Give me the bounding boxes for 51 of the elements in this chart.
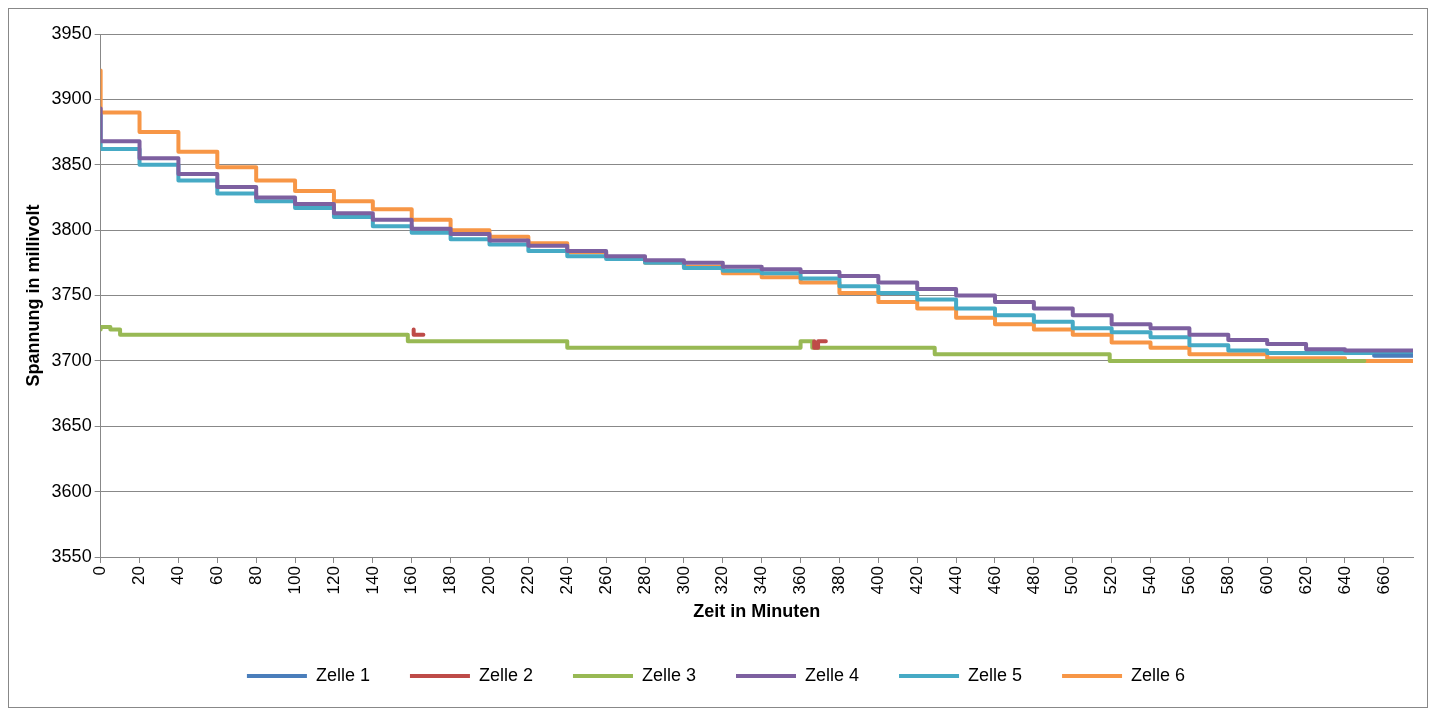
x-tick-label: 120 xyxy=(323,566,343,595)
x-tick-label: 460 xyxy=(984,566,1004,595)
x-tick-label: 280 xyxy=(634,566,654,595)
y-tick-label: 3900 xyxy=(51,88,92,109)
legend-label: Zelle 2 xyxy=(478,664,533,685)
x-tick-label: 640 xyxy=(1334,566,1354,595)
y-tick-label: 3850 xyxy=(51,153,92,174)
x-tick-label: 0 xyxy=(90,566,110,576)
x-tick-label: 80 xyxy=(245,566,265,585)
x-tick-label: 540 xyxy=(1140,566,1160,595)
y-tick-label: 3800 xyxy=(51,219,92,240)
x-tick-label: 200 xyxy=(479,566,499,595)
x-tick-label: 520 xyxy=(1101,566,1121,595)
x-tick-label: 400 xyxy=(868,566,888,595)
x-tick-label: 440 xyxy=(945,566,965,595)
legend-label: Zelle 5 xyxy=(968,664,1023,685)
x-tick-label: 300 xyxy=(673,566,693,595)
legend-label: Zelle 6 xyxy=(1131,664,1186,685)
x-axis-title: Zeit in Minuten xyxy=(693,601,821,622)
x-tick-label: 180 xyxy=(440,566,460,595)
x-tick-label: 340 xyxy=(751,566,771,595)
x-tick-label: 660 xyxy=(1373,566,1393,595)
x-tick-label: 20 xyxy=(129,566,149,585)
legend-label: Zelle 1 xyxy=(315,664,370,685)
y-tick-label: 3550 xyxy=(51,546,92,567)
x-tick-label: 380 xyxy=(829,566,849,595)
x-tick-label: 140 xyxy=(362,566,382,595)
y-tick-label: 3750 xyxy=(51,284,92,305)
y-tick-label: 3650 xyxy=(51,415,92,436)
x-tick-label: 40 xyxy=(168,566,188,585)
x-tick-label: 220 xyxy=(518,566,538,595)
x-tick-label: 240 xyxy=(556,566,576,595)
y-tick-label: 3600 xyxy=(51,480,92,501)
y-tick-label: 3700 xyxy=(51,349,92,370)
x-tick-label: 600 xyxy=(1256,566,1276,595)
x-tick-label: 480 xyxy=(1023,566,1043,595)
x-tick-label: 60 xyxy=(206,566,226,585)
x-tick-label: 360 xyxy=(790,566,810,595)
legend-label: Zelle 4 xyxy=(805,664,860,685)
x-tick-label: 620 xyxy=(1295,566,1315,595)
x-tick-label: 160 xyxy=(401,566,421,595)
x-tick-label: 560 xyxy=(1179,566,1199,595)
x-tick-label: 100 xyxy=(284,566,304,595)
y-axis-title: Spannung in millivolt xyxy=(22,204,43,387)
y-tick-label: 3950 xyxy=(51,22,92,43)
x-tick-label: 500 xyxy=(1062,566,1082,595)
legend-label: Zelle 3 xyxy=(641,664,696,685)
x-tick-label: 260 xyxy=(595,566,615,595)
x-tick-label: 580 xyxy=(1217,566,1237,595)
x-tick-label: 420 xyxy=(906,566,926,595)
x-tick-label: 320 xyxy=(712,566,732,595)
